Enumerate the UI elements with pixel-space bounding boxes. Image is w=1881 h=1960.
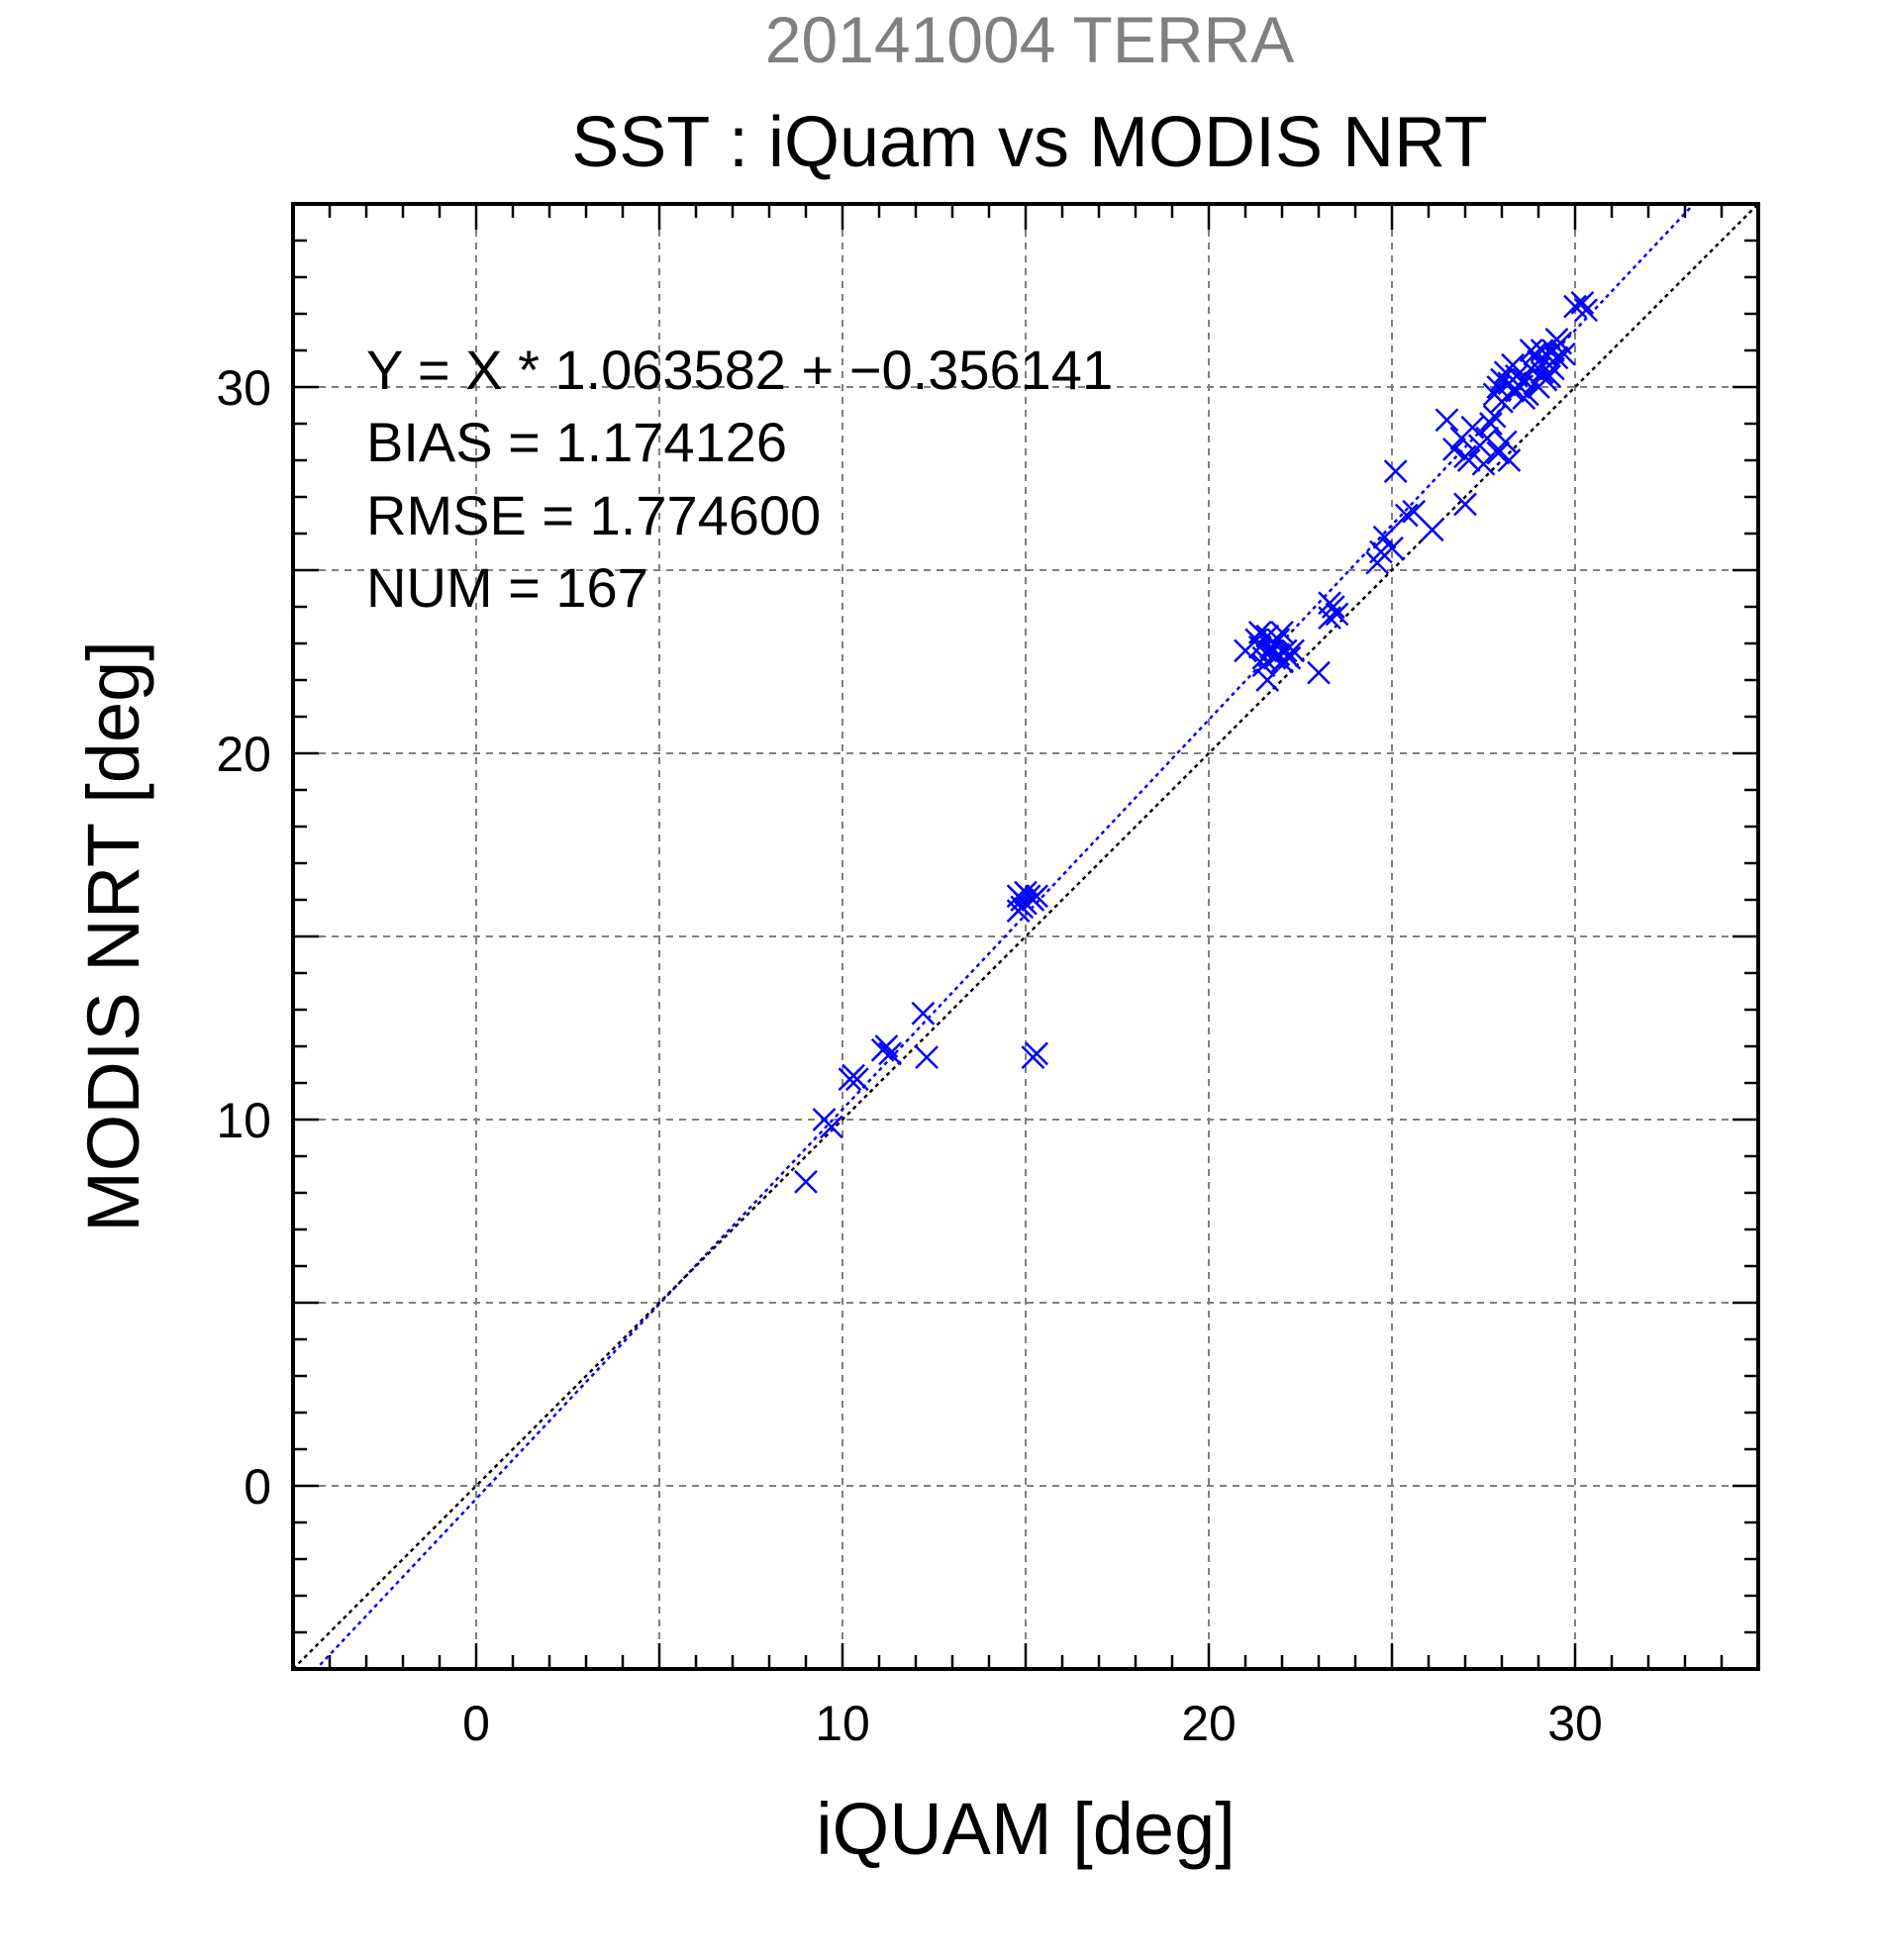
data-point (1402, 499, 1427, 524)
data-point (1552, 342, 1576, 366)
num-value: NUM = 167 (366, 556, 648, 619)
fit-line (314, 204, 1696, 1669)
data-point (878, 1041, 902, 1066)
data-point (1372, 525, 1397, 549)
data-point (1307, 660, 1331, 685)
data-point (1570, 291, 1595, 315)
data-point (1420, 518, 1444, 542)
data-point (1540, 356, 1565, 381)
data-point (1479, 412, 1503, 436)
data-point (1394, 503, 1419, 528)
data-point (1380, 536, 1404, 560)
data-point (1266, 628, 1291, 652)
x-axis-label: iQUAM [deg] (816, 1788, 1236, 1870)
data-point (1014, 891, 1038, 916)
data-point (1486, 441, 1511, 465)
data-point (1281, 638, 1305, 663)
data-point (1270, 621, 1294, 644)
data-point (874, 1034, 899, 1058)
x-tick-label: 10 (815, 1696, 870, 1751)
data-point (1251, 653, 1276, 678)
data-point (844, 1067, 869, 1092)
data-point (1318, 606, 1341, 630)
data-point (1501, 352, 1525, 377)
y-tick-label: 0 (244, 1459, 271, 1515)
data-point (1482, 404, 1507, 429)
data-point (1262, 645, 1287, 670)
data-point (1460, 415, 1485, 440)
chart-supertitle: 20141004 TERRA (765, 3, 1294, 76)
data-point (1456, 448, 1481, 472)
chart-title: SST : iQuam vs MODIS NRT (571, 103, 1488, 182)
data-point (1519, 339, 1543, 362)
data-point (1475, 426, 1500, 450)
y-tick-label: 10 (216, 1093, 271, 1148)
data-point (1435, 408, 1459, 433)
data-point (1325, 602, 1349, 627)
y-tick-labels: 0 10 20 30 (216, 360, 271, 1515)
x-tick-label: 30 (1547, 1696, 1603, 1751)
plot-frame (291, 202, 1760, 1671)
data-point (1504, 378, 1529, 403)
data-point (1025, 884, 1048, 909)
bias-value: BIAS = 1.174126 (366, 411, 787, 473)
data-point (1442, 438, 1466, 461)
stats-box: Y = X * 1.063582 + −0.356141 BIAS = 1.17… (366, 339, 1113, 619)
data-point (911, 1001, 936, 1026)
data-point (1574, 298, 1598, 323)
fit-equation: Y = X * 1.063582 + −0.356141 (366, 339, 1113, 401)
data-point (1493, 430, 1518, 454)
data-point (1255, 668, 1280, 692)
data-point (1025, 1041, 1048, 1066)
y-axis-label: MODIS NRT [deg] (72, 640, 154, 1232)
data-point (1383, 459, 1408, 483)
x-tick-labels: 0 10 20 30 (462, 1696, 1603, 1751)
data-point (1530, 339, 1554, 362)
data-point (915, 1045, 939, 1069)
x-tick-label: 0 (462, 1696, 490, 1751)
data-point (794, 1170, 818, 1194)
identity-line (293, 204, 1758, 1669)
data-point (1537, 364, 1561, 388)
data-point (1497, 448, 1522, 472)
x-tick-label: 20 (1181, 1696, 1237, 1751)
data-point (1471, 451, 1496, 476)
y-tick-label: 30 (216, 360, 271, 416)
reference-lines (293, 204, 1758, 1669)
data-point (1544, 328, 1569, 351)
data-point (1247, 621, 1272, 644)
data-point (820, 1115, 843, 1139)
data-point (1453, 492, 1477, 517)
tick-marks (293, 204, 1758, 1669)
rmse-value: RMSE = 1.774600 (366, 484, 821, 546)
y-tick-label: 20 (216, 727, 271, 782)
data-points (794, 291, 1598, 1194)
